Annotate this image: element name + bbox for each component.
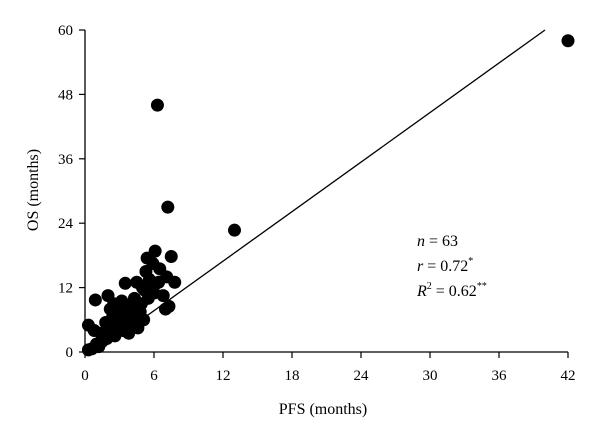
data-point: [152, 275, 166, 289]
x-tick-label: 12: [216, 368, 231, 384]
y-tick-label: 24: [58, 216, 74, 232]
y-tick-label: 36: [58, 152, 74, 168]
stats-annotation: n = 63 r = 0.72* R2 = 0.62**: [416, 233, 487, 300]
data-point: [106, 310, 120, 324]
x-tick-label: 18: [285, 368, 300, 384]
x-tick-label: 24: [354, 368, 370, 384]
data-point: [123, 318, 137, 332]
data-point: [94, 326, 108, 340]
data-point: [141, 291, 155, 305]
data-point: [162, 299, 176, 313]
x-tick-label: 30: [423, 368, 438, 384]
y-tick-label: 60: [58, 23, 73, 39]
data-point: [148, 244, 162, 258]
y-tick-label: 48: [58, 87, 73, 103]
data-point: [161, 200, 175, 214]
data-point: [168, 275, 182, 289]
data-point: [561, 34, 575, 48]
data-point: [88, 293, 102, 307]
x-tick-label: 42: [561, 368, 576, 384]
data-point: [118, 276, 132, 290]
data-point: [228, 223, 241, 237]
regression-line: [96, 29, 546, 353]
data-point: [137, 313, 151, 327]
x-tick-label: 6: [150, 368, 158, 384]
data-point: [117, 302, 131, 316]
stat-n: n = 63: [417, 233, 458, 250]
stat-r: r = 0.72*: [417, 256, 473, 275]
x-tick-label: 36: [492, 368, 508, 384]
data-point: [109, 324, 123, 338]
y-tick-label: 0: [66, 345, 74, 361]
x-axis-label: PFS (months): [279, 401, 367, 418]
data-points: [81, 34, 575, 357]
y-axis-label: OS (months): [25, 149, 42, 231]
x-tick-label: 0: [81, 368, 89, 384]
data-point: [156, 289, 170, 303]
data-point: [150, 98, 164, 112]
data-point: [90, 337, 103, 351]
stat-r-squared: R2 = 0.62**: [416, 281, 487, 300]
data-point: [164, 249, 178, 263]
y-tick-label: 12: [58, 281, 73, 297]
ticks: 0 6 12 18 24 30 36 42 0 12 24 36 48 60: [58, 23, 576, 384]
axes: [84, 30, 568, 353]
